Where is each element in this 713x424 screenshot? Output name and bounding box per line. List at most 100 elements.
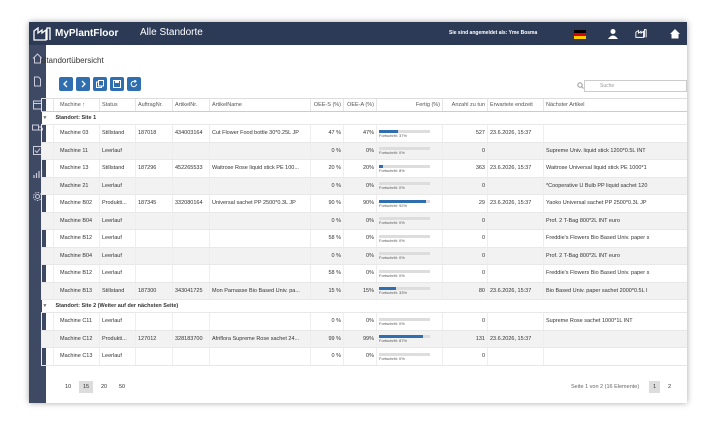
save-icon xyxy=(113,80,121,88)
cell-oees: 0 % xyxy=(310,142,344,160)
table-row[interactable]: Machine C12 Produkti... 127012 328183700 Afr… xyxy=(41,330,687,348)
cell-next: Prof. 2 T-Bag 800*2L INT euro xyxy=(543,212,687,230)
copy-button[interactable] xyxy=(93,77,107,91)
collapse-icon[interactable]: ▾ xyxy=(41,299,54,313)
signed-in-text: Sie sind angemeldet als: Yme Bosma xyxy=(449,30,538,36)
column-header[interactable]: ArtikelNr. xyxy=(172,98,210,112)
progress-cell: Fortschritt: 33% xyxy=(376,282,443,300)
cell-end: 23.6.2026, 15:37 xyxy=(487,124,544,143)
page-button[interactable]: 1 xyxy=(649,381,660,393)
group-row[interactable]: ▾ Standort: Site 2 (Weiter auf der nächst… xyxy=(41,299,687,313)
cell-end: 23.6.2026, 15:37 xyxy=(487,330,544,348)
column-header[interactable]: Status xyxy=(99,98,136,112)
cell-status: Leerlauf xyxy=(99,247,136,265)
german-flag-icon[interactable] xyxy=(574,28,586,39)
user-icon[interactable] xyxy=(607,28,619,39)
column-header[interactable]: ArtikelName xyxy=(209,98,311,112)
progress-label: Fortschritt: 0% xyxy=(379,272,405,278)
cell-oees: 0 % xyxy=(310,212,344,230)
page-title: Standortübersicht xyxy=(41,56,104,65)
progress-cell: Fortschritt: 0% xyxy=(376,264,443,283)
cell-oees: 90 % xyxy=(310,194,344,213)
column-header[interactable]: AuftragNr. xyxy=(135,98,173,112)
table-row[interactable]: Machine B12 Leerlauf 58 % 0% Fortschritt: 0%… xyxy=(41,229,687,248)
cell-art: 328183700 xyxy=(172,330,210,348)
column-header[interactable]: OEE-A (%) xyxy=(343,98,377,112)
document-icon[interactable] xyxy=(32,76,43,87)
table-row[interactable]: Machine C11 Leerlauf 0 % 0% Fortschritt: 0% 0… xyxy=(41,312,687,331)
search-input[interactable]: Suche xyxy=(584,80,687,92)
cell-order: 187296 xyxy=(135,159,173,178)
cell-oeea: 0% xyxy=(343,264,377,283)
next-button[interactable] xyxy=(76,77,90,91)
bar-chart-icon[interactable] xyxy=(32,168,43,179)
cell-status: Leerlauf xyxy=(99,229,136,248)
progress-cell: Fortschritt: 0% xyxy=(376,177,443,195)
page-size-option[interactable]: 15 xyxy=(79,381,93,393)
table-row[interactable]: Machine 21 Leerlauf 0 % 0% Fortschritt: 0% 0 *… xyxy=(41,177,687,195)
factory-icon[interactable] xyxy=(635,28,647,39)
row-spacer xyxy=(41,124,54,143)
cell-order xyxy=(135,312,173,331)
cell-next: Yaoko Universal sachet PP 2500*0.3L JP xyxy=(543,194,687,213)
save-button[interactable] xyxy=(110,77,124,91)
cell-end: 23.6.2026, 15:37 xyxy=(487,194,544,213)
collapse-icon[interactable]: ▾ xyxy=(41,111,54,125)
cell-machine: Machine 21 xyxy=(53,177,100,195)
cell-status: Leerlauf xyxy=(99,212,136,230)
refresh-button[interactable] xyxy=(127,77,141,91)
row-spacer xyxy=(41,142,54,160)
progress-label: Fortschritt: 0% xyxy=(379,355,405,361)
table-row[interactable]: Machine C13 Leerlauf 0 % 0% Fortschritt: 0% 0 xyxy=(41,347,687,366)
cell-todo: 0 xyxy=(442,312,488,331)
table-row[interactable]: Machine 03 Stillstand 187018 434003164 Cut F… xyxy=(41,124,687,143)
page-button[interactable]: 2 xyxy=(667,384,672,390)
cell-name xyxy=(209,212,311,230)
cell-end xyxy=(487,212,544,230)
cell-machine: Machine B02 xyxy=(53,194,100,213)
progress-cell: Fortschritt: 0% xyxy=(376,212,443,230)
table-row[interactable]: Machine B02 Produkti... 187345 332080164 Uni… xyxy=(41,194,687,213)
progress-bar xyxy=(379,335,430,339)
group-toggle-header xyxy=(41,98,54,112)
table-row[interactable]: Machine B12 Leerlauf 58 % 0% Fortschritt: 0%… xyxy=(41,264,687,283)
cell-oees: 0 % xyxy=(310,312,344,331)
cell-oeea: 0% xyxy=(343,177,377,195)
page-size-option[interactable]: 50 xyxy=(118,384,126,390)
cell-oees: 58 % xyxy=(310,229,344,248)
cell-art: 434003164 xyxy=(172,124,210,143)
cell-order xyxy=(135,347,173,366)
progress-bar xyxy=(379,147,430,151)
table-row[interactable]: Machine 11 Leerlauf 0 % 0% Fortschritt: 0% 0 S… xyxy=(41,142,687,160)
cell-todo: 0 xyxy=(442,229,488,248)
cell-machine: Machine B12 xyxy=(53,264,100,283)
column-header[interactable]: Fertig (%) xyxy=(376,98,443,112)
page-size-option[interactable]: 20 xyxy=(100,384,108,390)
cell-name: Universal sachet PP 2500*0.3L JP xyxy=(209,194,311,213)
column-header[interactable]: Machine ↑ xyxy=(53,98,100,112)
home-icon[interactable] xyxy=(32,53,43,64)
progress-label: Fortschritt: 33% xyxy=(379,290,408,296)
previous-button[interactable] xyxy=(59,77,73,91)
progress-fill xyxy=(379,335,424,339)
table-row[interactable]: Machine B04 Leerlauf 0 % 0% Fortschritt: 0% 0… xyxy=(41,212,687,230)
home-top-icon[interactable] xyxy=(669,28,681,39)
group-row[interactable]: ▾ Standort: Site 1 xyxy=(41,111,687,125)
column-header[interactable]: Anzahl zu tun xyxy=(442,98,488,112)
cell-machine: Machine C12 xyxy=(53,330,100,348)
column-header[interactable]: OEE-S (%) xyxy=(310,98,344,112)
cell-machine: Machine B12 xyxy=(53,229,100,248)
logo[interactable]: MyPlantFloor xyxy=(33,25,118,42)
cell-name xyxy=(209,312,311,331)
factory-logo-icon xyxy=(33,26,51,41)
table-row[interactable]: Machine 13 Stillstand 187296 452265533 Waitr… xyxy=(41,159,687,178)
cell-oees: 58 % xyxy=(310,264,344,283)
progress-bar xyxy=(379,269,430,273)
column-header[interactable]: Erwartete endzeit xyxy=(487,98,544,112)
page-size-option[interactable]: 10 xyxy=(64,384,72,390)
column-header[interactable]: Nächster Artikel xyxy=(543,98,687,112)
table-row[interactable]: Machine B13 Stillstand 187300 343041725 Mon … xyxy=(41,282,687,300)
progress-bar xyxy=(379,217,430,221)
group-label: Standort: Site 1 xyxy=(53,111,687,125)
table-row[interactable]: Machine B04 Leerlauf 0 % 0% Fortschritt: 0% 0… xyxy=(41,247,687,265)
